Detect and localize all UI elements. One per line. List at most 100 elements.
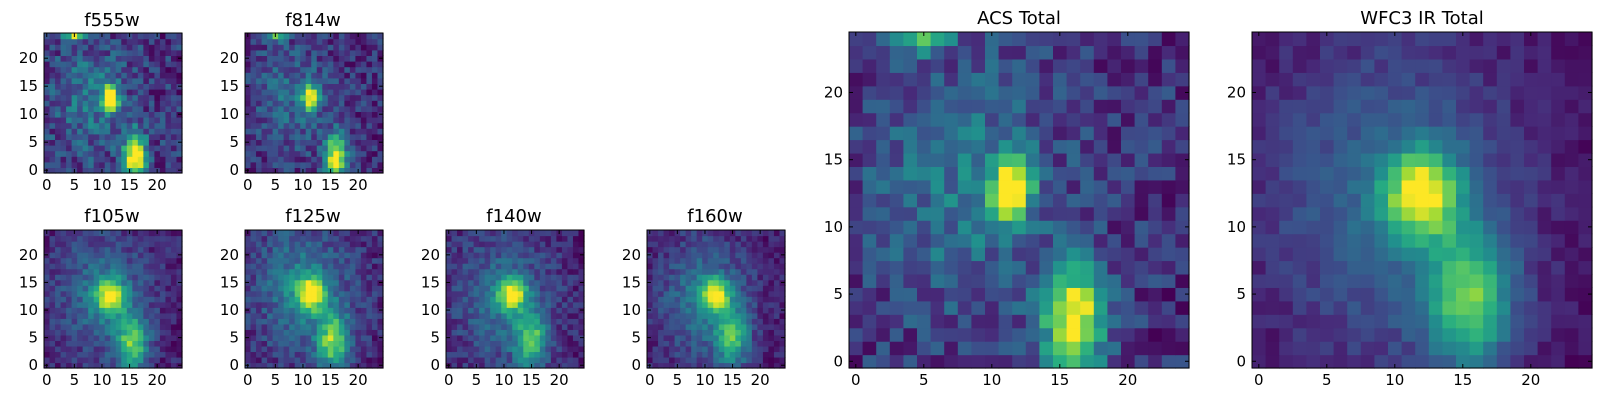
- heatmap-cell: [1148, 72, 1163, 87]
- heatmap-cell: [457, 301, 464, 308]
- heatmap-cell: [154, 323, 161, 330]
- heatmap-cell: [148, 77, 155, 84]
- heatmap-cell: [1093, 32, 1108, 47]
- heatmap-cell: [1483, 354, 1498, 369]
- heatmap-cell: [876, 166, 891, 181]
- heatmap-cell: [501, 356, 508, 364]
- heatmap-cell: [534, 296, 541, 303]
- heatmap-cell: [545, 356, 552, 364]
- heatmap-cell: [49, 323, 56, 330]
- heatmap-cell: [245, 285, 252, 292]
- heatmap-cell: [82, 167, 89, 174]
- heatmap-cell: [55, 230, 62, 237]
- heatmap-cell: [132, 167, 139, 174]
- heatmap-cell: [944, 58, 959, 73]
- heatmap-cell: [77, 263, 84, 270]
- heatmap-cell: [377, 257, 384, 264]
- heatmap-cell: [245, 145, 252, 152]
- heatmap-cell: [539, 307, 546, 314]
- heatmap-cell: [561, 340, 569, 347]
- heatmap-cell: [360, 252, 368, 259]
- heatmap-cell: [457, 329, 464, 336]
- heatmap-cell: [366, 139, 373, 146]
- heatmap-cell: [104, 94, 111, 101]
- heatmap-cell: [1496, 233, 1511, 248]
- heatmap-cell: [561, 323, 569, 330]
- heatmap-cell: [322, 117, 329, 124]
- heatmap-cell: [66, 241, 73, 248]
- heatmap-cell: [126, 312, 133, 319]
- heatmap-cell: [165, 61, 172, 68]
- heatmap-cell: [473, 257, 480, 264]
- heatmap-cell: [862, 314, 877, 329]
- heatmap-cell: [1279, 152, 1294, 167]
- heatmap-cell: [876, 314, 891, 329]
- heatmap-cell: [104, 296, 111, 303]
- heatmap-cell: [534, 268, 541, 275]
- heatmap-cell: [316, 145, 323, 152]
- heatmap-cell: [272, 312, 279, 319]
- heatmap-cell: [170, 351, 178, 358]
- heatmap-cell: [1121, 166, 1136, 181]
- heatmap-cell: [1080, 354, 1095, 369]
- heatmap-cell: [658, 334, 665, 341]
- heatmap-cell: [148, 323, 155, 330]
- heatmap-cell: [44, 268, 51, 275]
- heatmap-cell: [245, 117, 252, 124]
- heatmap-cell: [250, 235, 257, 242]
- heatmap-cell: [143, 89, 150, 96]
- heatmap-cell: [165, 241, 172, 248]
- heatmap-cell: [1080, 341, 1095, 356]
- heatmap-cell: [159, 290, 167, 297]
- heatmap-cell: [479, 307, 486, 314]
- heatmap-cell: [66, 301, 73, 308]
- heatmap-cell: [104, 38, 111, 45]
- heatmap-cell: [305, 257, 312, 264]
- heatmap-cell: [539, 340, 546, 347]
- heatmap-cell: [360, 122, 368, 129]
- heatmap-cell: [115, 296, 122, 303]
- heatmap-cell: [93, 61, 100, 68]
- heatmap-cell: [272, 133, 279, 140]
- heatmap-cell: [77, 290, 84, 297]
- heatmap-cell: [457, 230, 464, 237]
- heatmap-cell: [49, 301, 56, 308]
- heatmap-cell: [148, 334, 155, 341]
- heatmap-cell: [165, 66, 172, 73]
- heatmap-cell: [154, 55, 161, 62]
- heatmap-cell: [99, 246, 106, 253]
- heatmap-cell: [311, 334, 318, 341]
- heatmap-cell: [305, 290, 312, 297]
- heatmap-cell: [1012, 300, 1027, 315]
- heatmap-cell: [1093, 327, 1108, 342]
- heatmap-cell: [506, 340, 513, 347]
- heatmap-cell: [1053, 233, 1068, 248]
- heatmap-cell: [1039, 341, 1054, 356]
- heatmap-cell: [523, 334, 530, 341]
- heatmap-cell: [49, 111, 56, 118]
- heatmap-cell: [652, 345, 659, 353]
- heatmap-cell: [1415, 273, 1430, 288]
- heatmap-cell: [55, 55, 62, 62]
- heatmap-cell: [1039, 85, 1054, 100]
- heatmap-cell: [1121, 152, 1136, 167]
- heatmap-cell: [674, 252, 681, 259]
- heatmap-cell: [506, 296, 513, 303]
- heatmap-cell: [1175, 247, 1190, 262]
- heatmap-cell: [60, 334, 67, 341]
- heatmap-cell: [121, 44, 128, 51]
- heatmap-cell: [77, 145, 84, 152]
- heatmap-cell: [647, 312, 654, 319]
- heatmap-cell: [930, 179, 945, 194]
- heatmap-cell: [132, 334, 139, 341]
- heatmap-cell: [126, 55, 133, 62]
- heatmap-cell: [338, 77, 345, 84]
- heatmap-cell: [1066, 85, 1081, 100]
- heatmap-cell: [115, 72, 122, 79]
- heatmap-cell: [545, 246, 552, 253]
- heatmap-cell: [338, 145, 345, 152]
- heatmap-cell: [143, 241, 150, 248]
- heatmap-cell: [104, 61, 111, 68]
- heatmap-cell: [713, 246, 720, 253]
- heatmap-cell: [740, 323, 747, 330]
